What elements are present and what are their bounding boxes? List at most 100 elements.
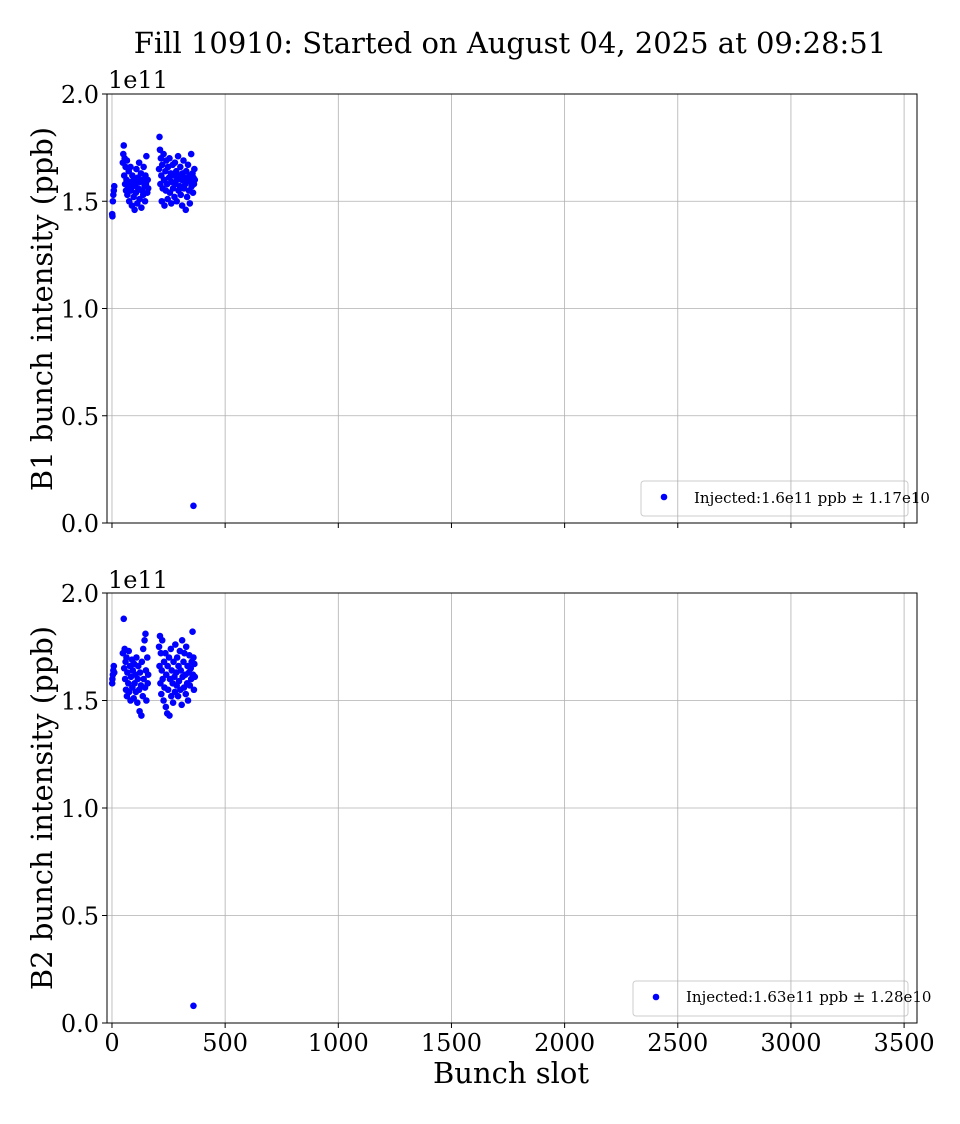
b1-data-point: [167, 200, 175, 207]
b2-data-point: [141, 637, 148, 644]
b1-data-point: [173, 197, 181, 205]
b1-y-tick-label: 1.5: [61, 188, 99, 216]
b1-data-point: [140, 163, 147, 171]
b2-y-tick-label: 1.0: [61, 795, 99, 823]
chart-title: Fill 10910: Started on August 04, 2025 a…: [134, 26, 886, 60]
x-tick-label: 3000: [760, 1029, 821, 1057]
b2-data-point: [134, 662, 142, 670]
b2-data-point: [124, 680, 132, 687]
b2-data-point: [184, 697, 192, 704]
b2-data-point: [134, 699, 141, 706]
b2-data-point: [162, 649, 169, 657]
b2-data-point: [160, 658, 168, 666]
b2-legend-marker: [652, 993, 660, 1001]
b2-data-point: [170, 658, 177, 666]
b2-data-point: [159, 675, 166, 683]
b2-offset-label: 1e11: [108, 566, 168, 594]
b1-data-point: [135, 159, 143, 166]
b2-data-point: [136, 669, 144, 676]
b2-data-point: [110, 662, 118, 670]
b2-data-point: [134, 675, 142, 683]
b2-legend-box: [632, 980, 909, 1017]
b2-data-point: [155, 643, 163, 651]
b1-data-point: [144, 176, 152, 184]
b1-data-point: [160, 150, 167, 158]
b2-plot-frame: [106, 592, 918, 1024]
b2-data-point: [175, 677, 183, 685]
b1-data-point: [120, 142, 128, 149]
b2-data-point: [139, 645, 147, 653]
b1-data-point: [189, 189, 197, 196]
b2-data-point: [172, 641, 179, 648]
b1-data-point: [158, 161, 166, 169]
b2-data-point: [162, 703, 170, 711]
b2-data-point: [191, 673, 199, 681]
b1-panel: B1 bunch intensity (ppb) 1e11 0.0 0.5 1.0 1…: [25, 66, 930, 538]
b1-data-point: [123, 157, 131, 164]
b2-data-point: [123, 654, 130, 661]
b1-data-point: [141, 197, 149, 205]
b2-data-point: [133, 654, 140, 661]
b1-data-point: [184, 161, 192, 169]
b1-data-point: [187, 150, 195, 158]
b1-data-point: [177, 191, 185, 199]
b1-plot-frame: [106, 93, 918, 524]
x-tick-label: 500: [202, 1029, 248, 1057]
b2-legend-label: Injected:1.63e11 ppb ± 1.28e10: [686, 988, 931, 1006]
b2-y-tick-label: 0.5: [61, 903, 99, 931]
b2-data-point: [110, 669, 118, 676]
b1-data-point: [143, 152, 150, 160]
b2-data-point: [180, 658, 187, 666]
b2-y-axis-label: B2 bunch intensity (ppb): [25, 626, 59, 990]
b2-data-point: [177, 667, 185, 674]
b1-y-tick-label: 2.0: [61, 81, 99, 109]
b2-data-point: [190, 654, 197, 661]
x-tick-label: 2000: [534, 1029, 595, 1057]
b2-data-point: [142, 630, 149, 638]
b2-data-point: [158, 690, 165, 698]
b1-data-point: [180, 157, 187, 164]
b2-data-point: [130, 695, 138, 702]
b2-data-point: [143, 697, 150, 704]
b2-y-tick-label: 1.5: [61, 688, 99, 716]
b2-data-point: [140, 675, 147, 683]
b2-data-point: [124, 669, 131, 676]
b2-data-point: [178, 637, 186, 644]
b2-data-point: [144, 671, 152, 678]
x-tick-label: 0: [104, 1029, 119, 1057]
b1-data-point: [144, 185, 152, 192]
b1-data-point: [177, 163, 184, 171]
b2-data-point: [158, 667, 166, 674]
b1-data-point: [109, 212, 116, 220]
b1-offset-label: 1e11: [108, 66, 168, 94]
b1-data-point: [186, 200, 194, 207]
b1-data-point: [133, 165, 140, 173]
b2-data-point: [120, 615, 128, 623]
b2-data-point: [190, 686, 198, 694]
b2-data-point: [165, 654, 173, 661]
b1-data-point: [109, 197, 117, 205]
b2-data-point: [164, 686, 172, 694]
b1-data-point: [110, 182, 118, 190]
b2-data-point: [157, 649, 165, 657]
b1-data-point: [171, 159, 179, 166]
b1-y-axis-label: B1 bunch intensity (ppb): [25, 127, 59, 491]
b1-data-point: [191, 176, 199, 184]
b1-data-point: [131, 206, 138, 214]
b2-data-point: [190, 1002, 197, 1010]
x-tick-label: 1000: [308, 1029, 369, 1057]
b1-data-point: [183, 193, 191, 201]
b2-data-point: [186, 682, 194, 689]
b2-data-point: [143, 654, 151, 661]
b1-data-point: [161, 202, 168, 209]
b2-data-point: [182, 643, 190, 651]
b1-data-point: [190, 502, 197, 510]
b2-data-point: [167, 692, 175, 700]
b2-data-point: [167, 645, 175, 653]
x-tick-label: 3500: [874, 1029, 935, 1057]
b1-data-point: [182, 206, 190, 214]
b2-data-point: [125, 647, 133, 655]
b2-data-point: [174, 692, 182, 700]
b2-data-point: [138, 712, 145, 719]
